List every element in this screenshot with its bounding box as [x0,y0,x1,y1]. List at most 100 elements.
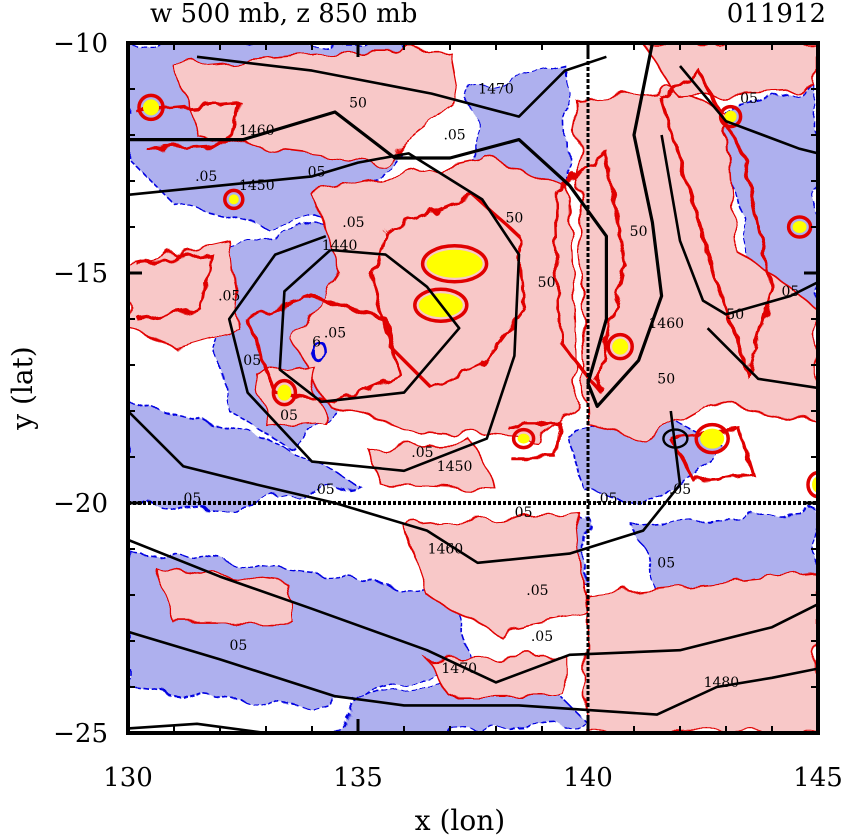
updraft-core [700,428,725,449]
updraft-core-outline [137,93,165,122]
height-contour-line [278,248,461,404]
updraft-core [426,249,483,278]
w-contour-label: 50 [726,307,744,323]
updraft-core-outline [806,470,818,499]
w-contour-label: 05 [280,408,298,424]
x-tick-label: 145 [793,763,843,793]
positive-region [172,51,461,164]
updraft-core-outline [271,378,298,407]
height-contour-label: 1480 [704,675,740,691]
updraft-core [228,194,239,205]
w-contour-label: 05 [740,91,758,107]
height-contour-line [128,538,818,684]
height-contour-line [706,327,818,390]
x-axis-label: x (lon) [415,804,505,837]
updraft-core-outline [413,287,469,323]
w-contour-label: 50 [657,371,675,387]
w-contour-label: 05 [657,555,675,571]
y-tick-label: −25 [53,719,108,749]
height-contour-label: 1470 [441,661,477,677]
height-contour-label: 1460 [648,316,684,332]
height-contour-line [660,134,818,316]
w-contour-label: 50 [630,224,648,240]
negative-region [128,400,361,514]
height-contour-closed [662,428,689,449]
x-tick-label: 140 [563,763,613,793]
w-contour-label: 05 [781,284,799,300]
x-tick-label: 135 [333,763,383,793]
updraft-core [143,99,159,116]
height-contour-label: 1440 [322,238,358,254]
negative-w-core [311,339,327,363]
height-contour-line [679,65,818,155]
positive-region [154,566,295,624]
height-contour-label: 1460 [428,542,464,558]
y-tick-label: −10 [53,29,108,59]
w-contour-label: 05 [229,638,247,654]
x-tick-label: 130 [103,763,153,793]
positive-region [402,511,589,633]
w-contour-label: 05 [317,482,335,498]
w-contour-label: 05 [183,491,201,507]
w-contour-label: .05 [342,215,364,231]
plot-frame [126,41,820,735]
w-contour-label: .05 [526,583,548,599]
height-contour-label: 1450 [437,459,473,475]
axis-ticks [126,41,820,735]
height-contour-line [196,55,607,118]
w-contour-label: 6 [312,335,321,351]
w-contour-label: .05 [324,325,346,341]
w-contour-label: 05 [515,505,533,521]
title-right: 011912 [727,0,826,29]
x-tick-labels: 130 135 140 145 [103,763,843,793]
y-tick-label: −20 [53,489,108,519]
updraft-core [792,221,807,233]
w-contour-label: .05 [443,128,465,144]
positive-region [642,43,818,100]
strong-w-contour [505,423,563,459]
positive-region [128,239,240,348]
updraft-core-outline [694,422,730,455]
height-contour-line [128,43,664,408]
updraft-core [724,110,737,123]
updraft-core-outline [223,188,245,211]
w-contour-label: .05 [595,491,617,507]
strong-updraft-cores [137,93,818,499]
strong-w-contour [554,150,627,392]
contour-labels: 1440 1450 1450 1460 1460 1460 1470 1470 1480 50 .0… [183,82,799,691]
y-axis-label: y (lat) [6,346,39,430]
positive-region [366,442,498,491]
w-contour-label: .05 [218,289,240,305]
updraft-core-outline [420,244,489,284]
w-contour-label: 05 [243,353,261,369]
y-tick-label: −15 [53,259,108,289]
w-contour-label: .05 [195,169,217,185]
strong-w-contour [246,294,402,404]
w-contour-label: 50 [538,275,556,291]
strong-w-contour [136,252,213,321]
y-tick-labels: −25 −20 −15 −10 [53,29,108,749]
height-contour-label: 1470 [478,82,514,98]
w-contour-label: 50 [349,95,367,111]
height-contour-label: 1450 [239,178,275,194]
updraft-core-outline [786,215,813,239]
height-contour-label: 1460 [239,123,275,139]
height-contour-line [128,152,521,473]
w-contour-label: .05 [411,445,433,461]
w-contour-label: 50 [505,210,523,226]
updraft-core-outline [511,427,536,450]
w-contour-label: .05 [669,482,691,498]
w-contour-label: .05 [531,629,553,645]
strong-w-contour [137,100,241,151]
w-contour-lines [136,68,774,482]
title-left: w 500 mb, z 850 mb [150,0,417,29]
updraft-core-outline [606,332,634,361]
strong-w-contour [659,68,774,380]
height-contour-line [128,410,682,565]
field-layer: 1440 1450 1450 1460 1460 1460 1470 1470 1480 50 .0… [128,43,818,733]
height-contour-line [128,630,818,716]
height-contour-line [128,722,267,733]
updraft-core [612,338,629,355]
updraft-core [517,433,530,444]
